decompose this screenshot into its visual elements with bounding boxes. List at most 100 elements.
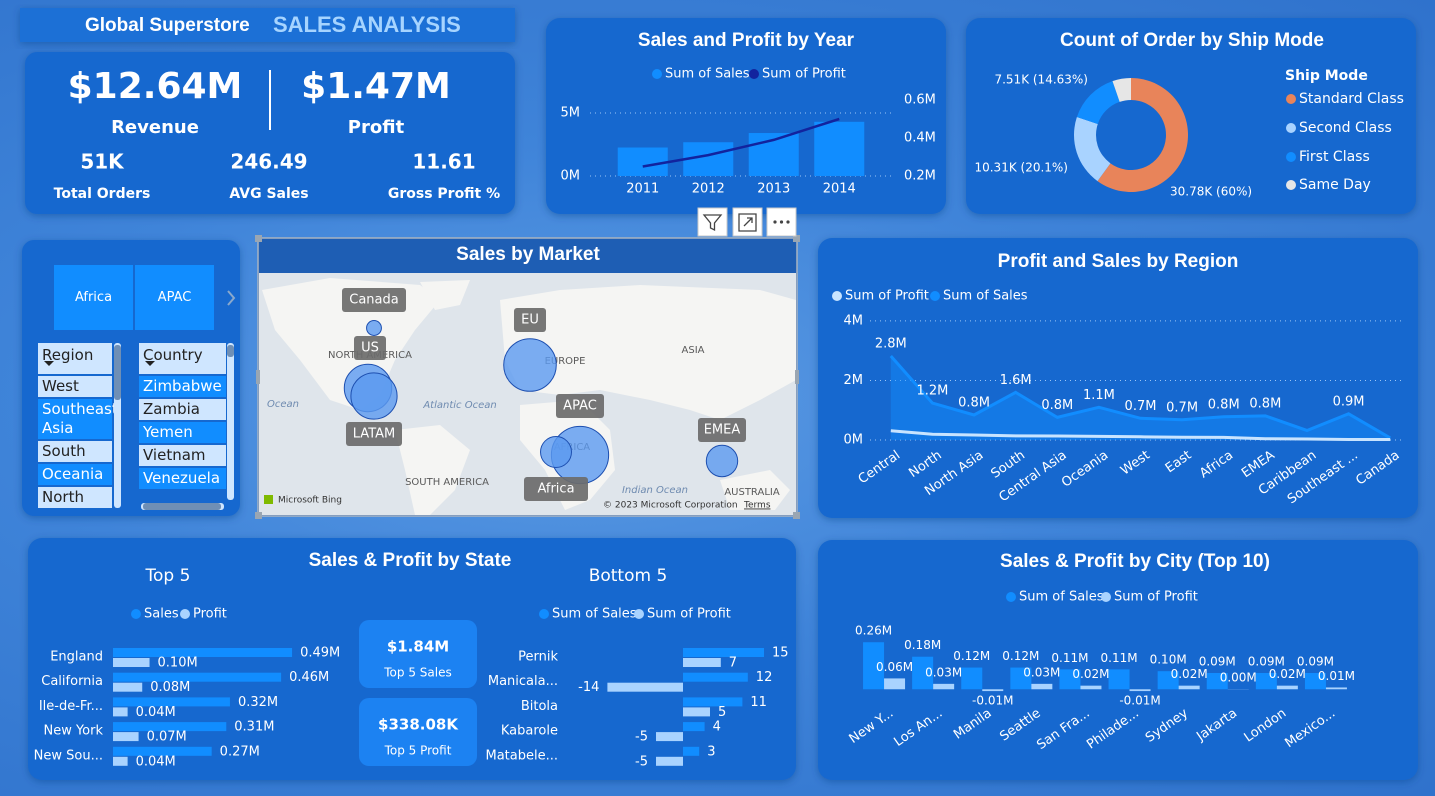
scrollbar[interactable]: [141, 503, 224, 510]
selection-handles: [255, 235, 800, 519]
header-panel: [20, 8, 515, 42]
market-button[interactable]: APAC: [135, 265, 214, 330]
legend-swatch: [634, 609, 644, 619]
land: [420, 280, 470, 310]
handle: [256, 370, 260, 384]
data-label: 0.27M: [220, 744, 260, 759]
slicer-item[interactable]: Southeast Asia: [38, 399, 118, 439]
filter-icon: [702, 214, 723, 232]
data-label: 0.12M: [953, 649, 990, 663]
region-panel: [818, 238, 1418, 518]
y-tick-label: 4M: [844, 313, 864, 328]
chart-title: Count of Order by Ship Mode: [1060, 30, 1324, 51]
bar: [113, 707, 128, 717]
y-category-label: Manicala...: [488, 674, 558, 689]
bar: [113, 722, 227, 732]
ship-panel: [966, 18, 1416, 214]
chart-title: Sales & Profit by City (Top 10): [1000, 551, 1270, 572]
slicer-header[interactable]: Region: [38, 343, 112, 374]
data-label: 0.09M: [1297, 654, 1334, 668]
card-value: $1.84M: [387, 638, 449, 656]
data-label: 0.9M: [1333, 394, 1365, 409]
data-label: 0.03M: [925, 665, 962, 679]
data-label: 15: [772, 646, 789, 661]
data-label: 11: [750, 695, 767, 710]
data-label: 0.04M: [136, 705, 176, 720]
bubble: [503, 338, 557, 392]
bubble-tag-label: US: [361, 341, 379, 356]
bubble-tag-label: EMEA: [704, 423, 741, 438]
slicer-item[interactable]: Zimbabwe: [139, 376, 226, 397]
slicer-item[interactable]: West: [38, 376, 112, 397]
slicer-item[interactable]: Yemen: [139, 422, 226, 443]
data-label: -5: [635, 730, 648, 745]
line: [890, 429, 1391, 441]
legend-label: Sum of Profit: [845, 289, 929, 304]
data-label: 0.31M: [234, 720, 274, 735]
bubble: [366, 320, 382, 336]
more-icon: [773, 220, 790, 224]
bar: [656, 732, 683, 742]
bing-logo: [264, 495, 273, 504]
slicer-item[interactable]: Zambia: [139, 399, 226, 420]
bar: [982, 689, 1004, 692]
data-label: 0.49M: [300, 646, 340, 661]
legend-title: Ship Mode: [1285, 68, 1368, 84]
bar: [683, 658, 721, 667]
bar: [863, 642, 885, 690]
data-label: 10.31K (20.1%): [974, 161, 1068, 175]
data-label: 0.09M: [1199, 654, 1236, 668]
slicer-item[interactable]: South: [38, 441, 112, 462]
card-label: Top 5 Sales: [383, 666, 451, 680]
data-label: 2.8M: [875, 337, 907, 352]
place-label: SOUTH AMERICA: [405, 477, 489, 488]
data-label: 0.26M: [855, 624, 892, 638]
bubble: [705, 444, 739, 478]
slicer-item[interactable]: Vietnam: [139, 445, 226, 466]
y-category-label: California: [41, 674, 103, 689]
y-category-label: Bitola: [521, 699, 558, 714]
legend-swatch: [1286, 152, 1296, 162]
y-tick-label: 0M: [561, 169, 581, 184]
legend-swatch: [180, 609, 190, 619]
y-category-label: Kabarole: [501, 724, 558, 739]
chart-title: Sales by Market: [456, 244, 600, 265]
handle: [255, 512, 262, 519]
focus-icon: [738, 213, 757, 232]
y-tick-label: 0M: [844, 433, 864, 448]
slicer-item[interactable]: Venezuela: [139, 468, 226, 489]
kpi-label: Revenue: [111, 117, 199, 138]
data-label: 0.03M: [1023, 665, 1060, 679]
x-tick-label: 2011: [626, 182, 659, 197]
donut-slice: [1074, 117, 1111, 182]
scrollbar[interactable]: [227, 343, 234, 500]
handle: [793, 235, 800, 242]
bubble-tag: [342, 288, 406, 312]
market-button[interactable]: Africa: [54, 265, 133, 330]
y-category-label: Pernik: [518, 650, 558, 665]
slicer-next-arrow[interactable]: [227, 290, 236, 306]
country-slicer: Country Zimbabwe Zambia Yemen Vietnam Ve…: [139, 343, 226, 489]
data-label: 0.7M: [1125, 399, 1157, 414]
bubble: [540, 436, 572, 468]
data-label: 0.06M: [876, 660, 913, 674]
legend-label: Sum of Sales: [1019, 590, 1104, 605]
bar: [656, 756, 683, 766]
filter-button[interactable]: [697, 207, 728, 237]
slicer-header[interactable]: Country: [139, 343, 226, 374]
bubble-tag-label: LATAM: [353, 427, 395, 442]
bar: [884, 678, 906, 690]
bubble-tag-label: Africa: [537, 482, 574, 497]
slicer-item[interactable]: Oceania: [38, 464, 112, 485]
map-credit[interactable]: Terms: [743, 501, 771, 511]
kpi-panel: [25, 52, 515, 214]
data-label: 1.1M: [1083, 388, 1115, 403]
data-label: 12: [756, 670, 773, 685]
scrollbar[interactable]: [114, 343, 121, 508]
donut-slice: [1097, 78, 1189, 193]
handle: [795, 370, 799, 384]
bar: [1080, 685, 1102, 690]
bar: [1304, 672, 1326, 690]
slicer-item[interactable]: North: [38, 487, 112, 508]
data-label: 3: [707, 744, 715, 759]
